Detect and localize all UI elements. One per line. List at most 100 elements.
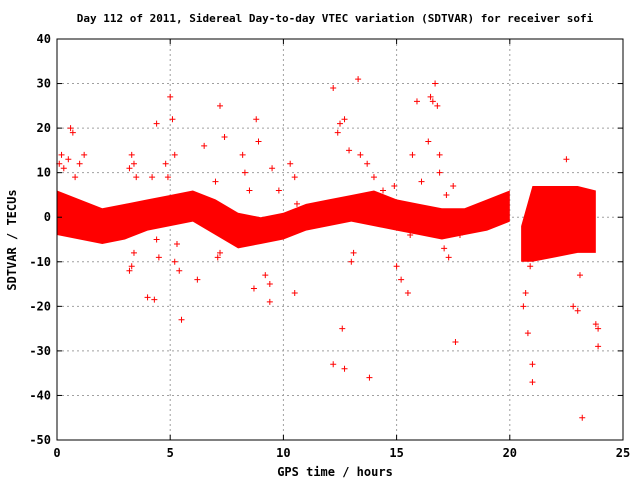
data-point [275, 187, 282, 194]
x-axis-label: GPS time / hours [277, 465, 393, 479]
data-point [357, 151, 364, 158]
data-point [217, 102, 224, 109]
data-point [171, 258, 178, 265]
data-point [162, 160, 169, 167]
data-point [217, 249, 224, 256]
data-point [441, 245, 448, 252]
data-point [262, 272, 269, 279]
y-tick-label: -10 [29, 255, 51, 269]
data-point [153, 120, 160, 127]
data-point [72, 174, 79, 181]
data-point [128, 151, 135, 158]
data-point [445, 254, 452, 261]
data-point [355, 76, 362, 83]
data-point [214, 254, 221, 261]
data-point [350, 249, 357, 256]
data-point [153, 236, 160, 243]
data-point [529, 379, 536, 386]
y-tick-label: -50 [29, 433, 51, 447]
data-point [65, 156, 72, 163]
y-tick-label: -40 [29, 388, 51, 402]
data-point [393, 263, 400, 270]
x-tick-label: 15 [389, 446, 403, 460]
data-point [520, 303, 527, 310]
data-point [427, 93, 434, 100]
data-point [595, 343, 602, 350]
data-point [346, 147, 353, 154]
data-point [443, 191, 450, 198]
data-point [176, 267, 183, 274]
y-tick-label: 10 [37, 166, 51, 180]
data-point [404, 289, 411, 296]
data-point [380, 187, 387, 194]
data-point [151, 296, 158, 303]
data-point [164, 174, 171, 181]
data-point [239, 151, 246, 158]
data-point [293, 200, 300, 207]
data-point [563, 156, 570, 163]
data-point [579, 414, 586, 421]
y-tick-label: 30 [37, 77, 51, 91]
data-point [418, 178, 425, 185]
y-tick-label: -20 [29, 299, 51, 313]
x-tick-label: 10 [276, 446, 290, 460]
data-point [341, 365, 348, 372]
x-tick-label: 5 [167, 446, 174, 460]
data-point [339, 325, 346, 332]
data-point [434, 102, 441, 109]
data-point [366, 374, 373, 381]
data-point [253, 116, 260, 123]
data-point [391, 183, 398, 190]
y-tick-label: 40 [37, 32, 51, 46]
data-point [241, 169, 248, 176]
data-point [565, 191, 572, 198]
data-point [452, 338, 459, 345]
data-point [370, 174, 377, 181]
chart-title: Day 112 of 2011, Sidereal Day-to-day VTE… [77, 12, 594, 25]
data-point [425, 138, 432, 145]
dense-data-band [57, 190, 510, 249]
x-tick-label: 20 [503, 446, 517, 460]
data-point [60, 165, 67, 172]
data-point [76, 160, 83, 167]
data-point [592, 321, 599, 328]
data-point [194, 276, 201, 283]
data-point [58, 151, 65, 158]
data-point [409, 151, 416, 158]
data-point [201, 142, 208, 149]
data-point [330, 361, 337, 368]
data-point [287, 160, 294, 167]
data-point [167, 93, 174, 100]
data-point [255, 138, 262, 145]
data-point [67, 125, 74, 132]
data-point [130, 249, 137, 256]
data-point [429, 98, 436, 105]
data-point [126, 165, 133, 172]
data-point [524, 330, 531, 337]
data-point [527, 263, 534, 270]
data-point [144, 294, 151, 301]
data-point [171, 151, 178, 158]
data-point [130, 160, 137, 167]
data-point [450, 183, 457, 190]
plot-frame [56, 38, 624, 441]
data-point [436, 169, 443, 176]
data-point [155, 254, 162, 261]
data-point [212, 178, 219, 185]
x-tick-label: 0 [53, 446, 60, 460]
data-point [169, 116, 176, 123]
data-point [522, 289, 529, 296]
data-point [149, 174, 156, 181]
y-tick-label: 0 [44, 210, 51, 224]
data-point [178, 316, 185, 323]
data-point [570, 303, 577, 310]
data-point [128, 263, 135, 270]
data-point [398, 276, 405, 283]
data-point [456, 232, 463, 239]
data-point [432, 80, 439, 87]
y-tick-label: 20 [37, 121, 51, 135]
data-point [83, 205, 90, 212]
data-point [250, 285, 257, 292]
data-point [246, 187, 253, 194]
